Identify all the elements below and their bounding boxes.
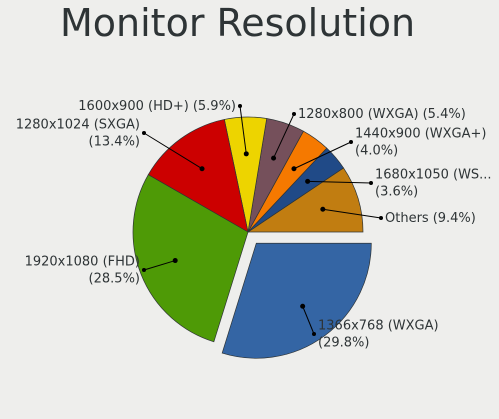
leader-dot <box>238 104 242 108</box>
slice-label: 1280x800 (WXGA) <box>298 107 419 122</box>
slice-label: 1366x768 (WXGA) <box>318 319 439 334</box>
slice-value-label: (5.9%) <box>193 99 236 114</box>
leader-dot <box>142 131 146 135</box>
slice-label: 1600x900 (HD+) <box>78 99 189 114</box>
leader-dot <box>320 206 326 212</box>
leader-line <box>143 132 203 170</box>
leader-dot <box>172 258 178 264</box>
leader-dot <box>379 216 383 220</box>
pie-slice <box>221 242 372 359</box>
leader-line <box>239 105 247 154</box>
slice-label-group: Others (9.4%) <box>385 211 476 226</box>
pie-slice <box>147 119 249 233</box>
slice-value-label: (9.4%) <box>433 211 476 226</box>
slice-label: 1680x1050 (WS... <box>375 168 492 183</box>
leader-dot <box>305 178 311 184</box>
leader-dot <box>271 155 277 161</box>
leader-line <box>302 306 315 335</box>
leader-line <box>307 180 372 184</box>
leader-dot <box>312 332 316 336</box>
leader-dot <box>349 140 353 144</box>
slice-label-group: 1280x800 (WXGA) (5.4%) <box>298 107 466 122</box>
leader-line <box>322 208 382 219</box>
slice-label: 1920x1080 (FHD) <box>25 255 140 270</box>
leader-dot <box>300 303 306 309</box>
slice-label-group: 1600x900 (HD+) (5.9%) <box>78 99 236 114</box>
leader-line <box>293 141 352 170</box>
slice-label: 1440x900 (WXGA+) <box>355 127 487 142</box>
slice-value-label: (5.4%) <box>423 107 466 122</box>
leader-dot <box>291 166 297 172</box>
slice-value-label: (4.0%) <box>355 144 398 159</box>
leader-dot <box>199 166 205 172</box>
leader-dot <box>243 151 249 157</box>
slice-value-label: (28.5%) <box>89 272 140 287</box>
chart-title: Monitor Resolution <box>60 1 415 45</box>
leader-line <box>143 260 176 271</box>
slice-value-label: (13.4%) <box>89 135 140 150</box>
leader-dot <box>292 112 296 116</box>
slice-value-label: (3.6%) <box>375 185 418 200</box>
slice-value-label: (29.8%) <box>318 336 369 351</box>
leader-line <box>273 113 295 159</box>
pie-slice <box>132 174 249 343</box>
leader-dot <box>369 181 373 185</box>
slice-label: Others <box>385 211 429 226</box>
slice-label: 1280x1024 (SXGA) <box>16 118 140 133</box>
leader-dot <box>142 268 146 272</box>
